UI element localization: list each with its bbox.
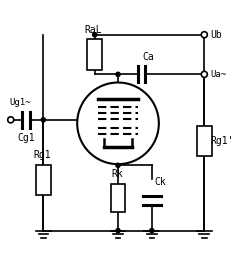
Text: RaL: RaL: [85, 25, 102, 35]
Circle shape: [150, 229, 154, 233]
Text: Rg1': Rg1': [210, 136, 234, 146]
Text: Ck: Ck: [154, 177, 166, 187]
Text: Rk: Rk: [111, 169, 123, 179]
Text: Ua~: Ua~: [210, 70, 226, 79]
Circle shape: [202, 72, 206, 77]
Circle shape: [93, 33, 97, 37]
Circle shape: [201, 71, 207, 77]
Text: Cg1: Cg1: [17, 133, 35, 143]
Text: Rg1: Rg1: [33, 150, 51, 160]
Bar: [197, 126, 211, 156]
Circle shape: [201, 32, 207, 38]
Circle shape: [8, 117, 14, 123]
Text: Ub: Ub: [210, 30, 222, 40]
Circle shape: [116, 229, 120, 233]
Circle shape: [116, 163, 120, 167]
Bar: [87, 39, 102, 70]
Circle shape: [41, 118, 45, 122]
Circle shape: [116, 72, 120, 77]
Circle shape: [77, 82, 159, 164]
Bar: [111, 184, 125, 212]
Text: Ug1~: Ug1~: [10, 98, 31, 107]
Bar: [36, 165, 51, 195]
Text: Ca: Ca: [143, 51, 154, 61]
